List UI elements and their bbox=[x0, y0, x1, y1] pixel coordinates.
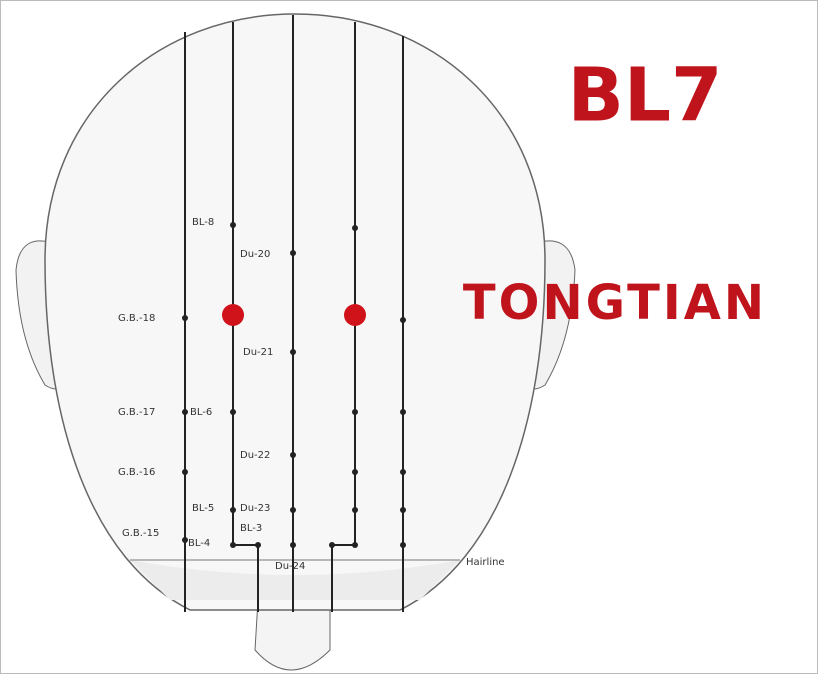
point bbox=[400, 409, 406, 415]
diagram: Hairline BL-8 Du-20 G.B.-18 bbox=[0, 0, 818, 674]
point bbox=[230, 409, 236, 415]
subtitle: TONGTIAN bbox=[463, 275, 767, 331]
point bbox=[182, 409, 188, 415]
bl7-point bbox=[222, 304, 244, 326]
point bbox=[400, 317, 406, 323]
point bbox=[400, 469, 406, 475]
point-label: Du-20 bbox=[240, 249, 270, 260]
point bbox=[182, 469, 188, 475]
point-label: BL-8 bbox=[192, 217, 214, 228]
point-label: BL-3 bbox=[240, 523, 262, 534]
point bbox=[352, 507, 358, 513]
point bbox=[255, 542, 261, 548]
point bbox=[182, 315, 188, 321]
point-label: Du-22 bbox=[240, 450, 270, 461]
point bbox=[290, 349, 296, 355]
point bbox=[352, 225, 358, 231]
point-label: G.B.-16 bbox=[118, 467, 155, 478]
point bbox=[230, 542, 236, 548]
title: BL7 bbox=[567, 53, 722, 139]
point-label: Du-24 bbox=[275, 561, 305, 572]
point bbox=[352, 409, 358, 415]
point bbox=[352, 542, 358, 548]
point bbox=[352, 469, 358, 475]
point-label: Du-21 bbox=[243, 347, 273, 358]
point-label: BL-4 bbox=[188, 538, 210, 549]
point bbox=[290, 507, 296, 513]
point-label: Du-23 bbox=[240, 503, 270, 514]
point bbox=[290, 452, 296, 458]
point-label: G.B.-15 bbox=[122, 528, 159, 539]
point bbox=[290, 250, 296, 256]
point bbox=[230, 222, 236, 228]
bl7-point bbox=[344, 304, 366, 326]
point bbox=[400, 542, 406, 548]
point bbox=[230, 507, 236, 513]
point-label: G.B.-18 bbox=[118, 313, 155, 324]
point-label: G.B.-17 bbox=[118, 407, 155, 418]
point-label: BL-6 bbox=[190, 407, 212, 418]
point bbox=[290, 542, 296, 548]
point bbox=[329, 542, 335, 548]
point-label: BL-5 bbox=[192, 503, 214, 514]
point bbox=[400, 507, 406, 513]
hairline-label: Hairline bbox=[466, 557, 505, 568]
